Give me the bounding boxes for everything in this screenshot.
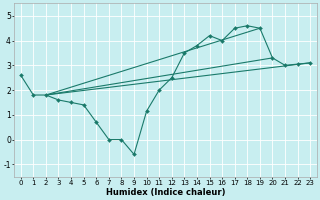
X-axis label: Humidex (Indice chaleur): Humidex (Indice chaleur) bbox=[106, 188, 225, 197]
